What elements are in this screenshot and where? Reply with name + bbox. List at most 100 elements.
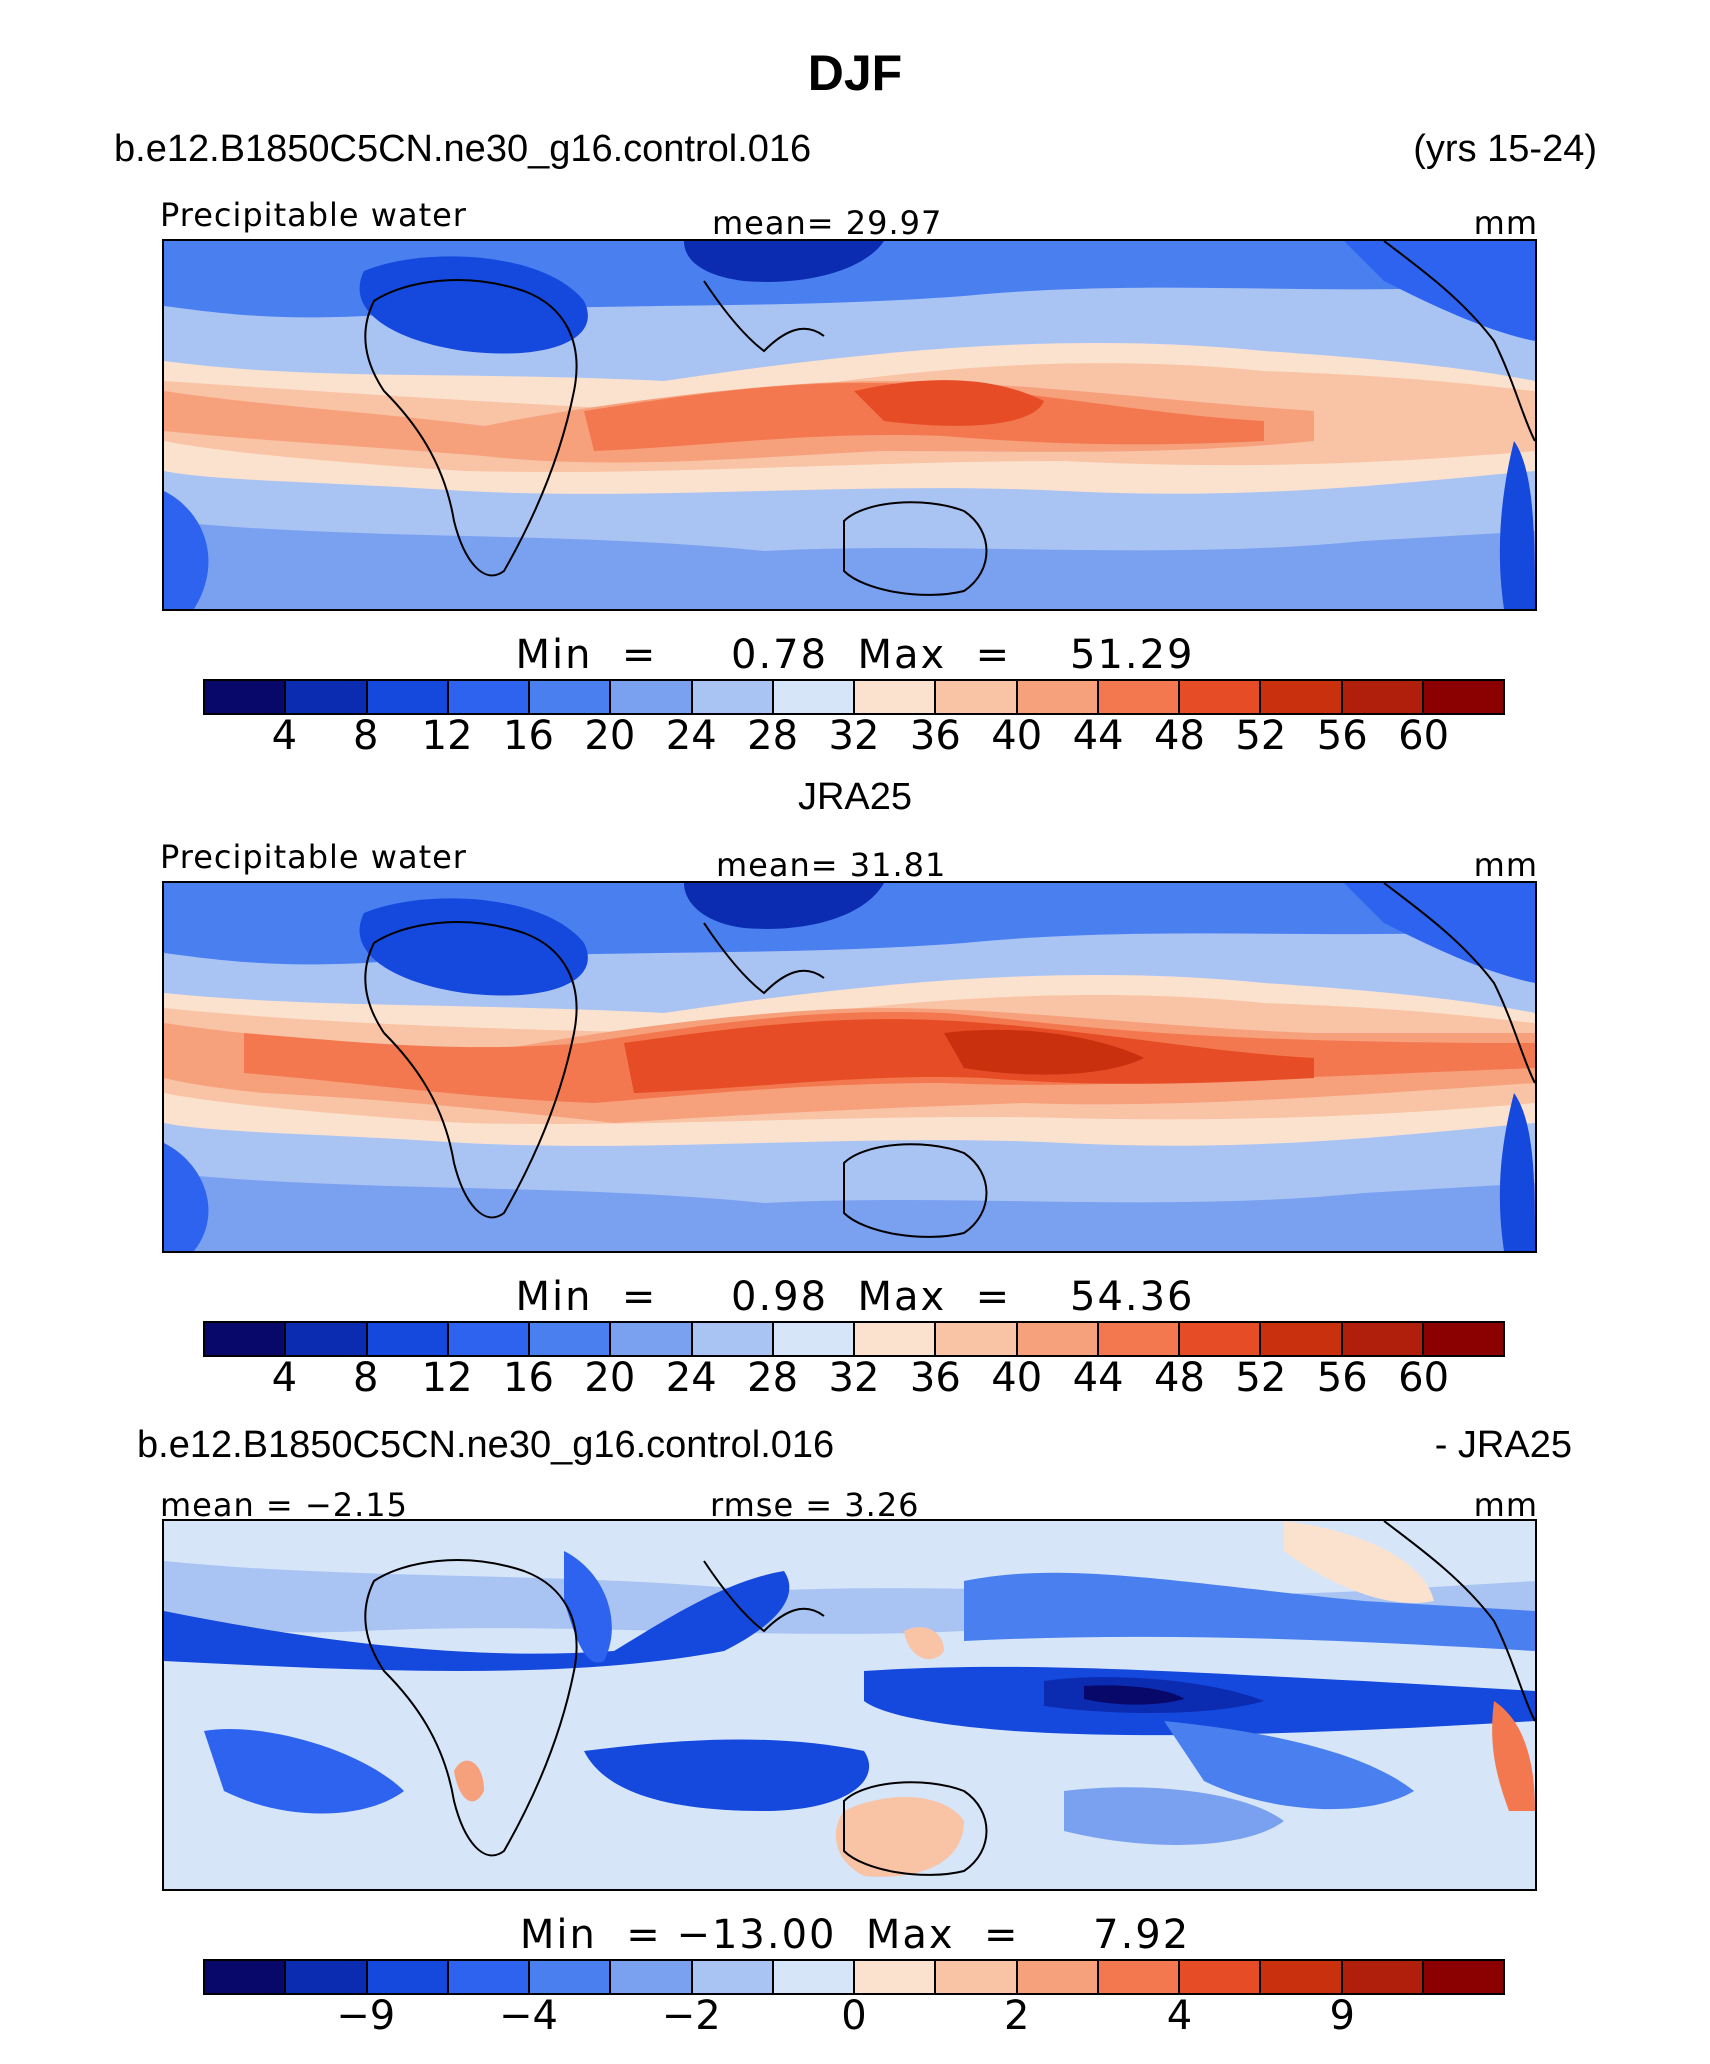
colorbar-box — [611, 1961, 693, 1993]
colorbar-box — [286, 1961, 368, 1993]
panel3-rmse: rmse = 3.26 — [710, 1486, 920, 1524]
colorbar-tick-label: 20 — [584, 713, 636, 759]
colorbar-tick-label: 44 — [1072, 713, 1124, 759]
colorbar-box — [1423, 681, 1503, 713]
colorbar-box — [692, 1961, 774, 1993]
colorbar-box — [530, 1323, 612, 1355]
colorbar-tick-label: 12 — [421, 713, 473, 759]
colorbar-tick-label: 36 — [909, 1355, 961, 1401]
colorbar-box — [1098, 1961, 1180, 1993]
colorbar-box — [1180, 681, 1262, 713]
colorbar-box — [936, 1961, 1018, 1993]
colorbar-tick-label: 52 — [1235, 713, 1287, 759]
colorbar-box — [530, 1961, 612, 1993]
colorbar-tick-label: 56 — [1316, 713, 1368, 759]
panel3-mean: mean = −2.15 — [160, 1486, 408, 1524]
colorbar-box — [611, 1323, 693, 1355]
colorbar-box — [1342, 681, 1424, 713]
colorbar-box — [1017, 681, 1099, 713]
colorbar-box — [692, 681, 774, 713]
colorbar-tick-label: 28 — [747, 713, 799, 759]
panel2-colorbar — [203, 1321, 1505, 1357]
colorbar-box — [205, 1323, 287, 1355]
colorbar-tick-label: 24 — [665, 1355, 717, 1401]
colorbar-box — [1261, 681, 1343, 713]
panel1-units: mm — [1473, 204, 1538, 242]
colorbar-box — [1342, 1323, 1424, 1355]
panel1-minmax: Min = 0.78 Max = 51.29 — [515, 632, 1195, 678]
colorbar-box — [367, 1961, 449, 1993]
colorbar-box — [448, 1323, 530, 1355]
colorbar-box — [530, 681, 612, 713]
colorbar-box — [205, 681, 287, 713]
panel1-colorbar-ticks: 4 8 12 16 20 24 28 32 36 40 44 48 52 56 60 — [203, 713, 1505, 763]
colorbar-box — [448, 1961, 530, 1993]
panel1-colorbar — [203, 679, 1505, 715]
colorbar-tick-label: −4 — [499, 1993, 558, 2039]
panel1-mean: mean= 29.97 — [712, 204, 943, 242]
colorbar-box — [286, 1323, 368, 1355]
colorbar-tick-label: 20 — [584, 1355, 636, 1401]
panel3-case-name: b.e12.B1850C5CN.ne30_g16.control.016 — [137, 1424, 835, 1466]
colorbar-tick-label: 2 — [1004, 1993, 1030, 2039]
panel3-colorbar-ticks: −9 −4 −2 0 2 4 9 — [203, 1993, 1505, 2043]
panel3-minus-label: - JRA25 — [1434, 1424, 1572, 1466]
colorbar-tick-label: 32 — [828, 1355, 880, 1401]
colorbar-box — [936, 1323, 1018, 1355]
colorbar-tick-label: 8 — [353, 1355, 379, 1401]
colorbar-box — [1261, 1323, 1343, 1355]
colorbar-tick-label: 40 — [991, 1355, 1043, 1401]
colorbar-box — [773, 1323, 855, 1355]
colorbar-box — [448, 681, 530, 713]
colorbar-box — [1423, 1323, 1503, 1355]
colorbar-box — [855, 1961, 937, 1993]
colorbar-box — [1423, 1961, 1503, 1993]
colorbar-box — [1180, 1961, 1262, 1993]
panel1-years: (yrs 15-24) — [1413, 128, 1597, 170]
colorbar-tick-label: 12 — [421, 1355, 473, 1401]
colorbar-box — [1017, 1323, 1099, 1355]
colorbar-tick-label: 56 — [1316, 1355, 1368, 1401]
panel3-units: mm — [1473, 1486, 1538, 1524]
colorbar-box — [855, 1323, 937, 1355]
panel2-mean: mean= 31.81 — [716, 846, 947, 884]
colorbar-box — [1261, 1961, 1343, 1993]
panel2-header: JRA25 — [797, 776, 913, 818]
colorbar-tick-label: 16 — [503, 1355, 554, 1401]
panel2-variable: Precipitable water — [160, 838, 467, 876]
colorbar-tick-label: 48 — [1154, 713, 1205, 759]
colorbar-tick-label: 44 — [1072, 1355, 1124, 1401]
panel1-map — [162, 239, 1537, 611]
colorbar-tick-label: 9 — [1329, 1993, 1355, 2039]
colorbar-box — [286, 681, 368, 713]
colorbar-box — [692, 1323, 774, 1355]
colorbar-box — [936, 681, 1018, 713]
colorbar-box — [773, 681, 855, 713]
colorbar-box — [1342, 1961, 1424, 1993]
panel3-map — [162, 1519, 1537, 1891]
colorbar-tick-label: 4 — [271, 713, 298, 759]
colorbar-box — [1180, 1323, 1262, 1355]
colorbar-tick-label: 4 — [1166, 1993, 1193, 2039]
colorbar-tick-label: 28 — [747, 1355, 799, 1401]
colorbar-tick-label: 4 — [271, 1355, 298, 1401]
colorbar-box — [611, 681, 693, 713]
panel1-case-name: b.e12.B1850C5CN.ne30_g16.control.016 — [114, 128, 812, 170]
colorbar-tick-label: 60 — [1398, 713, 1450, 759]
colorbar-tick-label: 16 — [503, 713, 554, 759]
colorbar-box — [367, 681, 449, 713]
colorbar-box — [1017, 1961, 1099, 1993]
panel3-colorbar — [203, 1959, 1505, 1995]
colorbar-tick-label: 8 — [353, 713, 379, 759]
colorbar-tick-label: 36 — [909, 713, 961, 759]
panel2-units: mm — [1473, 846, 1538, 884]
panel2-minmax: Min = 0.98 Max = 54.36 — [515, 1274, 1195, 1320]
colorbar-box — [1098, 681, 1180, 713]
colorbar-box — [773, 1961, 855, 1993]
colorbar-tick-label: 32 — [828, 713, 880, 759]
colorbar-box — [367, 1323, 449, 1355]
panel2-colorbar-ticks: 4 8 12 16 20 24 28 32 36 40 44 48 52 56 60 — [203, 1355, 1505, 1405]
colorbar-tick-label: 40 — [991, 713, 1043, 759]
colorbar-box — [855, 681, 937, 713]
panel3-minmax: Min = −13.00 Max = 7.92 — [519, 1912, 1191, 1958]
